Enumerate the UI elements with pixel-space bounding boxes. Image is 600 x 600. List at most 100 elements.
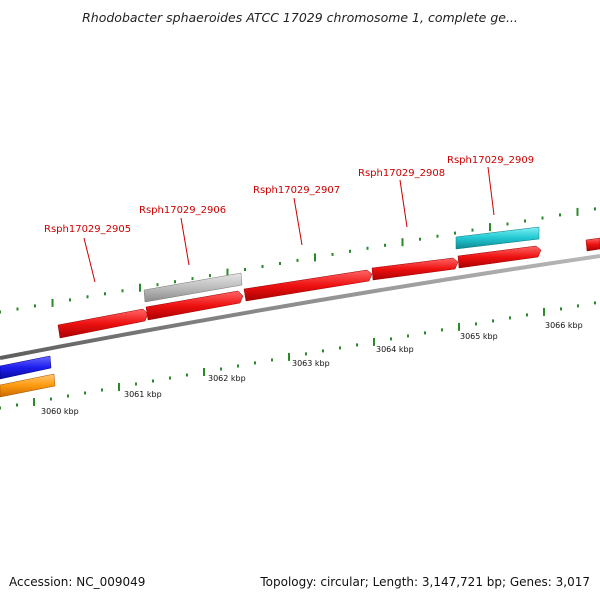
kbp-label-3064: 3064 kbp bbox=[376, 345, 414, 354]
ruler-major-tick bbox=[203, 368, 205, 376]
ruler-minor-tick bbox=[559, 213, 561, 217]
gene-Rsph17029_2908[interactable] bbox=[371, 257, 459, 281]
locus-label-2905[interactable]: Rsph17029_2905 bbox=[44, 224, 131, 235]
locus-label-2906[interactable]: Rsph17029_2906 bbox=[139, 205, 226, 216]
ruler-minor-tick bbox=[331, 252, 334, 256]
ruler-minor-tick bbox=[384, 243, 386, 247]
ruler-minor-tick bbox=[390, 337, 392, 341]
ruler-major-tick bbox=[118, 383, 120, 391]
locus-label-2907[interactable]: Rsph17029_2907 bbox=[253, 185, 340, 196]
ruler-minor-tick bbox=[261, 265, 264, 268]
ruler-major-tick bbox=[139, 283, 141, 292]
ruler-minor-tick bbox=[594, 207, 596, 211]
chromosome-backbone bbox=[0, 254, 600, 360]
kbp-label-3065: 3065 kbp bbox=[460, 332, 498, 341]
ruler-minor-tick bbox=[86, 295, 89, 299]
ruler-minor-tick bbox=[506, 222, 509, 226]
ruler-minor-tick bbox=[349, 249, 351, 253]
gene-grey-feature[interactable] bbox=[143, 272, 243, 303]
ruler-minor-tick bbox=[186, 373, 188, 377]
ruler-minor-tick bbox=[560, 307, 562, 311]
kbp-label-3066: 3066 kbp bbox=[545, 321, 583, 330]
ruler-minor-tick bbox=[366, 246, 369, 250]
ruler-major-tick bbox=[51, 298, 54, 307]
ruler-minor-tick bbox=[101, 388, 103, 392]
ruler-minor-tick bbox=[16, 403, 18, 407]
ruler-minor-tick bbox=[135, 382, 137, 386]
gene-Rsph17029_2907[interactable] bbox=[243, 269, 373, 302]
genome-summary-text: Topology: circular; Length: 3,147,721 bp… bbox=[260, 575, 590, 589]
gene-orange-feature[interactable] bbox=[0, 373, 56, 398]
ruler-minor-tick bbox=[407, 334, 409, 338]
ruler-major-tick bbox=[288, 352, 290, 361]
ruler-minor-tick bbox=[69, 298, 71, 302]
ruler-minor-tick bbox=[424, 331, 426, 335]
ruler-minor-tick bbox=[84, 391, 86, 395]
gene-Rsph17029_2905[interactable] bbox=[57, 308, 149, 339]
gene-Rsph17029_2909-red[interactable] bbox=[457, 245, 542, 269]
ruler-minor-tick bbox=[220, 367, 222, 371]
accession-text: Accession: NC_009049 bbox=[9, 575, 146, 589]
gene-cyan-feature[interactable] bbox=[455, 226, 540, 250]
locus-label-2908[interactable]: Rsph17029_2908 bbox=[358, 168, 445, 179]
ruler-major-tick bbox=[458, 322, 460, 331]
ruler-major-tick bbox=[543, 307, 545, 316]
ruler-major-tick bbox=[373, 337, 375, 346]
ruler-minor-tick bbox=[594, 301, 596, 305]
ruler-minor-tick bbox=[50, 397, 52, 401]
map-title: Rhodobacter sphaeroides ATCC 17029 chrom… bbox=[82, 10, 518, 25]
locus-label-2909[interactable]: Rsph17029_2909 bbox=[447, 155, 534, 166]
ruler-minor-tick bbox=[577, 304, 579, 308]
ruler-minor-tick bbox=[492, 319, 494, 323]
locus-labels: Rsph17029_2905 Rsph17029_2906 Rsph17029_… bbox=[44, 155, 534, 283]
ruler-minor-tick bbox=[254, 361, 256, 365]
ruler-major-tick bbox=[33, 398, 35, 406]
ruler-ticks-inner bbox=[0, 301, 596, 410]
ruler-minor-tick bbox=[156, 283, 159, 287]
gene-Rsph17029_2906[interactable] bbox=[145, 290, 244, 321]
ruler-minor-tick bbox=[121, 289, 124, 293]
ruler-minor-tick bbox=[279, 262, 281, 265]
kbp-scale-labels: 3060 kbp 3061 kbp 3062 kbp 3063 kbp 3064… bbox=[41, 321, 583, 416]
ruler-minor-tick bbox=[454, 231, 456, 235]
ruler-minor-tick bbox=[0, 406, 1, 410]
ruler-minor-tick bbox=[436, 234, 439, 238]
ruler-minor-tick bbox=[152, 379, 154, 383]
gene-blue-feature[interactable] bbox=[0, 355, 52, 380]
ruler-minor-tick bbox=[67, 394, 69, 398]
ruler-major-tick bbox=[314, 253, 316, 262]
ruler-minor-tick bbox=[16, 307, 19, 311]
ruler-minor-tick bbox=[356, 343, 358, 347]
kbp-label-3062: 3062 kbp bbox=[208, 374, 246, 383]
ruler-minor-tick bbox=[209, 274, 211, 278]
ruler-major-tick bbox=[576, 207, 579, 216]
ruler-minor-tick bbox=[509, 316, 511, 320]
ruler-minor-tick bbox=[441, 328, 443, 332]
kbp-label-3060: 3060 kbp bbox=[41, 407, 79, 416]
ruler-minor-tick bbox=[296, 258, 299, 262]
kbp-label-3061: 3061 kbp bbox=[124, 390, 162, 399]
ruler-minor-tick bbox=[419, 237, 421, 241]
ruler-minor-tick bbox=[169, 376, 171, 380]
ruler-minor-tick bbox=[34, 304, 36, 308]
ruler-minor-tick bbox=[322, 349, 324, 353]
ruler-minor-tick bbox=[244, 268, 246, 271]
ruler-ticks-outer bbox=[0, 207, 596, 314]
ruler-minor-tick bbox=[541, 216, 544, 220]
ruler-minor-tick bbox=[0, 310, 1, 314]
ruler-major-tick bbox=[489, 223, 491, 232]
kbp-label-3063: 3063 kbp bbox=[292, 359, 330, 368]
ruler-minor-tick bbox=[104, 292, 106, 296]
ruler-minor-tick bbox=[524, 219, 526, 223]
ruler-minor-tick bbox=[271, 358, 273, 362]
ruler-minor-tick bbox=[191, 277, 194, 281]
ruler-minor-tick bbox=[471, 228, 474, 232]
ruler-minor-tick bbox=[237, 364, 239, 368]
gene-right-edge[interactable] bbox=[585, 237, 600, 252]
ruler-minor-tick bbox=[305, 352, 307, 356]
ruler-minor-tick bbox=[339, 346, 341, 350]
ruler-minor-tick bbox=[526, 313, 528, 317]
ruler-minor-tick bbox=[174, 280, 176, 284]
